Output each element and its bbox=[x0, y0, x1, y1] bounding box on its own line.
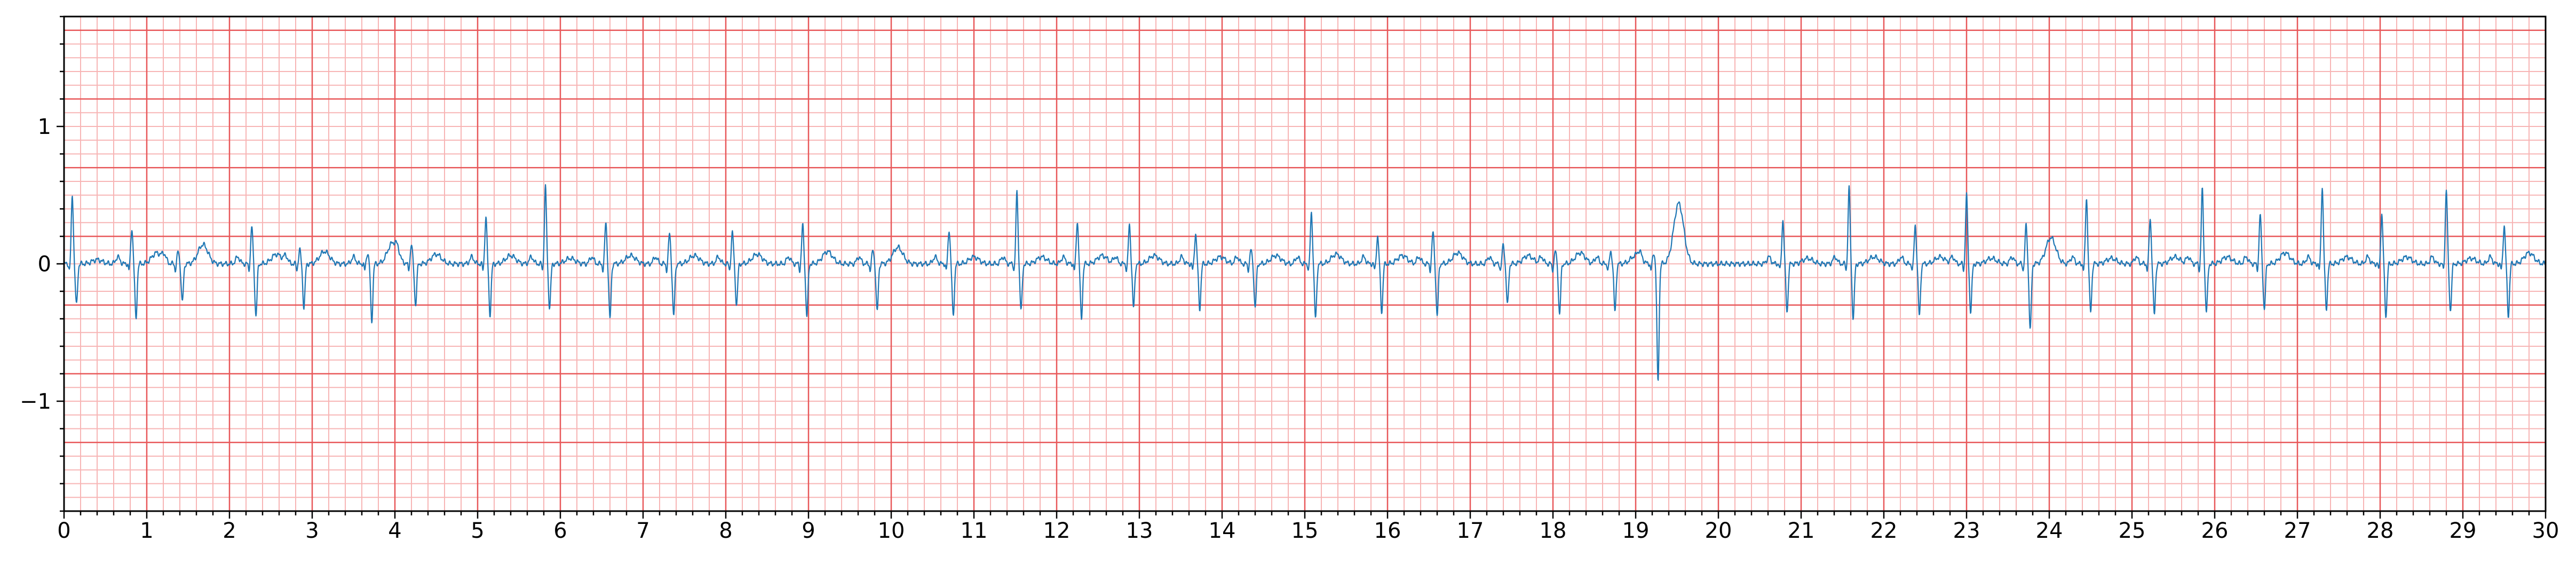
x-tick-label: 25 bbox=[2119, 519, 2146, 543]
x-tick-label: 15 bbox=[1291, 519, 1319, 543]
y-tick-label: 0 bbox=[38, 252, 51, 277]
x-tick-label: 5 bbox=[471, 519, 484, 543]
y-tick-label: −1 bbox=[20, 389, 51, 414]
x-tick-label: 16 bbox=[1374, 519, 1401, 543]
x-tick-label: 10 bbox=[878, 519, 905, 543]
x-tick-label: 1 bbox=[140, 519, 153, 543]
x-tick-label: 7 bbox=[636, 519, 649, 543]
x-tick-label: 30 bbox=[2532, 519, 2559, 543]
x-tick-label: 8 bbox=[719, 519, 732, 543]
x-tick-label: 9 bbox=[802, 519, 815, 543]
y-axis: −1 0 1 bbox=[20, 17, 64, 511]
x-tick-label: 14 bbox=[1209, 519, 1236, 543]
x-tick-label: 4 bbox=[388, 519, 401, 543]
x-tick-label: 13 bbox=[1126, 519, 1153, 543]
x-tick-label: 6 bbox=[553, 519, 567, 543]
x-tick-label: 21 bbox=[1788, 519, 1815, 543]
x-tick-label: 28 bbox=[2367, 519, 2394, 543]
x-tick-label: 17 bbox=[1457, 519, 1484, 543]
x-tick-label: 27 bbox=[2284, 519, 2311, 543]
x-tick-label: 26 bbox=[2201, 519, 2229, 543]
x-tick-label: 20 bbox=[1705, 519, 1732, 543]
x-tick-label: 0 bbox=[57, 519, 70, 543]
x-tick-label: 22 bbox=[1870, 519, 1898, 543]
x-tick-label: 12 bbox=[1043, 519, 1071, 543]
y-tick-label: 1 bbox=[38, 115, 51, 139]
x-tick-label: 19 bbox=[1622, 519, 1650, 543]
x-tick-label: 11 bbox=[961, 519, 988, 543]
x-tick-label: 3 bbox=[305, 519, 319, 543]
x-tick-label: 29 bbox=[2450, 519, 2477, 543]
x-tick-label: 18 bbox=[1540, 519, 1567, 543]
x-tick-label: 2 bbox=[223, 519, 236, 543]
x-tick-label: 23 bbox=[1953, 519, 1980, 543]
x-tick-label: 24 bbox=[2036, 519, 2063, 543]
